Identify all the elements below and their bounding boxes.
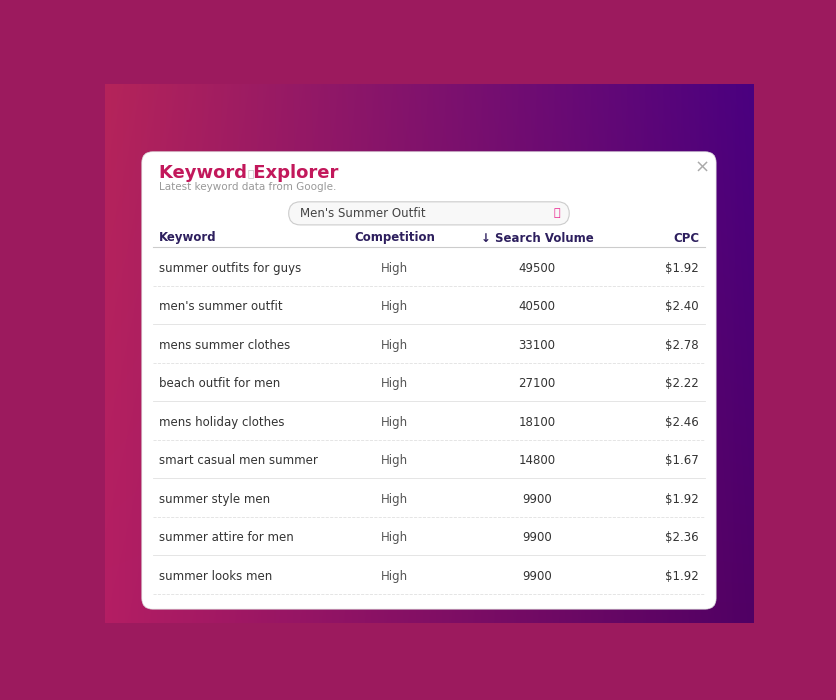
Text: men's summer outfit: men's summer outfit bbox=[159, 300, 283, 314]
Text: summer style men: summer style men bbox=[159, 493, 270, 506]
FancyBboxPatch shape bbox=[288, 202, 568, 225]
Text: $1.92: $1.92 bbox=[665, 262, 698, 275]
Text: High: High bbox=[380, 493, 408, 506]
Text: Latest keyword data from Google.: Latest keyword data from Google. bbox=[159, 182, 336, 192]
Text: 18100: 18100 bbox=[517, 416, 555, 429]
Text: $2.36: $2.36 bbox=[665, 531, 698, 545]
Text: summer outfits for guys: summer outfits for guys bbox=[159, 262, 301, 275]
Text: $2.22: $2.22 bbox=[665, 377, 698, 391]
Text: summer attire for men: summer attire for men bbox=[159, 531, 293, 545]
Text: Competition: Competition bbox=[354, 232, 435, 244]
Text: $2.40: $2.40 bbox=[665, 300, 698, 314]
Text: 27100: 27100 bbox=[517, 377, 555, 391]
Text: $2.78: $2.78 bbox=[665, 339, 698, 352]
Text: CPC: CPC bbox=[672, 232, 698, 244]
Text: summer looks men: summer looks men bbox=[159, 570, 272, 583]
Text: 14800: 14800 bbox=[517, 454, 555, 468]
FancyBboxPatch shape bbox=[141, 152, 716, 609]
Text: 33100: 33100 bbox=[518, 339, 555, 352]
Text: High: High bbox=[380, 377, 408, 391]
Text: High: High bbox=[380, 262, 408, 275]
Text: Keyword Explorer: Keyword Explorer bbox=[159, 164, 338, 182]
Text: mens summer clothes: mens summer clothes bbox=[159, 339, 290, 352]
Text: High: High bbox=[380, 570, 408, 583]
Text: ↓ Search Volume: ↓ Search Volume bbox=[480, 232, 593, 244]
Text: $1.92: $1.92 bbox=[665, 570, 698, 583]
Text: 9900: 9900 bbox=[522, 570, 551, 583]
Text: ⓘ: ⓘ bbox=[247, 168, 253, 178]
Text: mens holiday clothes: mens holiday clothes bbox=[159, 416, 284, 429]
Text: 🔍: 🔍 bbox=[553, 209, 559, 218]
Text: $1.67: $1.67 bbox=[665, 454, 698, 468]
Text: High: High bbox=[380, 339, 408, 352]
Text: High: High bbox=[380, 531, 408, 545]
Text: $2.46: $2.46 bbox=[665, 416, 698, 429]
Text: Keyword: Keyword bbox=[159, 232, 217, 244]
Text: 9900: 9900 bbox=[522, 493, 551, 506]
Text: $1.92: $1.92 bbox=[665, 493, 698, 506]
Text: ×: × bbox=[694, 158, 709, 176]
Text: smart casual men summer: smart casual men summer bbox=[159, 454, 318, 468]
Text: 40500: 40500 bbox=[518, 300, 555, 314]
Text: High: High bbox=[380, 300, 408, 314]
Text: 9900: 9900 bbox=[522, 531, 551, 545]
Text: beach outfit for men: beach outfit for men bbox=[159, 377, 280, 391]
Text: High: High bbox=[380, 454, 408, 468]
Text: 49500: 49500 bbox=[517, 262, 555, 275]
Text: High: High bbox=[380, 416, 408, 429]
Text: Men's Summer Outfit: Men's Summer Outfit bbox=[299, 207, 425, 220]
